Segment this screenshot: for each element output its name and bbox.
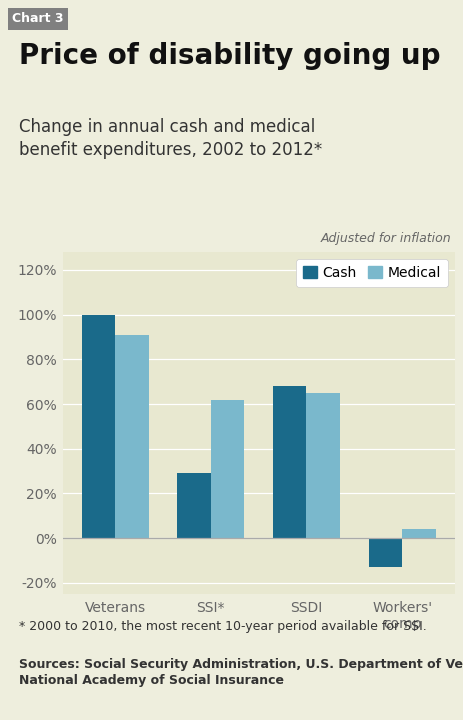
Bar [81,315,115,538]
Text: Sources: Social Security Administration, U.S. Department of Veterans Affairs,
Na: Sources: Social Security Administration,… [19,658,463,687]
Text: * 2000 to 2010, the most recent 10-year period available for SSI.: * 2000 to 2010, the most recent 10-year … [19,620,425,633]
Bar [368,538,401,567]
Bar [177,473,210,538]
Legend: Cash, Medical: Cash, Medical [295,259,447,287]
Text: Adjusted for inflation: Adjusted for inflation [319,232,450,245]
Bar [115,335,148,538]
Bar [272,386,306,538]
Bar [306,393,339,538]
Bar [210,400,244,538]
Bar [401,529,435,538]
Text: Change in annual cash and medical
benefit expenditures, 2002 to 2012*: Change in annual cash and medical benefi… [19,118,321,159]
Text: Price of disability going up: Price of disability going up [19,42,439,70]
Text: Chart 3: Chart 3 [12,12,63,25]
